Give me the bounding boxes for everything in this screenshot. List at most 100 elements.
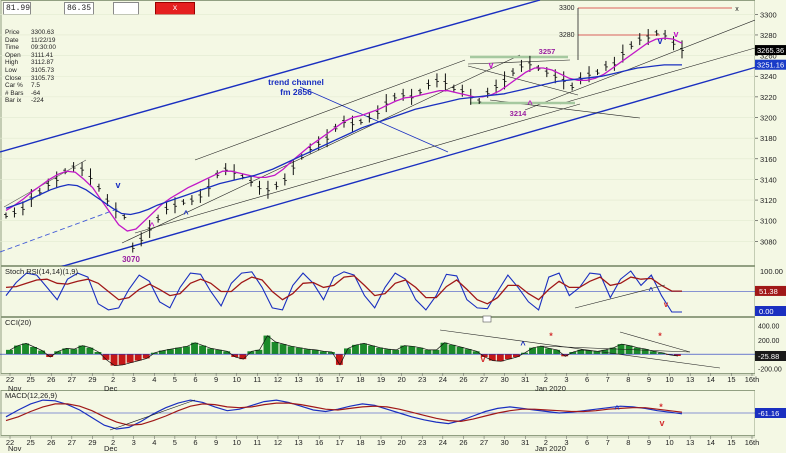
cci-bar bbox=[295, 347, 303, 355]
signal-arrow: v bbox=[673, 29, 678, 39]
price-tick-label: 3100 bbox=[760, 217, 777, 226]
x-tick-label: 29 bbox=[88, 438, 96, 447]
data-window-value: 3112.87 bbox=[31, 59, 54, 67]
data-window-value: 3105.73 bbox=[31, 66, 55, 74]
x-tick-label: 7 bbox=[606, 375, 610, 384]
x-tick-label: 11 bbox=[253, 438, 261, 447]
cci-bar bbox=[408, 346, 416, 355]
cci-bar bbox=[384, 349, 392, 355]
cci-bar bbox=[400, 345, 408, 355]
cci-bar bbox=[30, 347, 37, 355]
cci-bar bbox=[593, 351, 601, 355]
x-tick-label: 22 bbox=[6, 375, 14, 384]
annotation-pointer-line bbox=[299, 86, 449, 153]
cci-bar bbox=[110, 354, 118, 366]
x-tick-label: 8 bbox=[626, 375, 630, 384]
cci-bar bbox=[231, 354, 239, 357]
cci-bar bbox=[215, 349, 223, 355]
long-ma-line bbox=[5, 64, 682, 216]
price-tick-label: 3300 bbox=[760, 10, 777, 19]
x-tick-label: 25 bbox=[26, 438, 34, 447]
data-window-key: Close bbox=[5, 74, 22, 82]
cci-bar bbox=[303, 349, 311, 355]
stoch-value-text: 0.00 bbox=[759, 307, 774, 316]
cci-title: CCI(20) bbox=[5, 318, 32, 327]
cci-bar bbox=[158, 350, 166, 355]
cci-bar bbox=[191, 342, 198, 355]
stoch-slow-line bbox=[5, 275, 682, 305]
stoch-trendline bbox=[574, 284, 666, 309]
x-tick-label: 4 bbox=[152, 375, 156, 384]
x-tick-label: 31 bbox=[521, 438, 529, 447]
data-window-key: Low bbox=[5, 66, 17, 74]
cci-bar bbox=[513, 354, 520, 357]
price-label-text: 3265.36 bbox=[757, 46, 784, 55]
cci-bar bbox=[263, 335, 271, 355]
close-marker: x bbox=[735, 6, 739, 13]
price-tick-label: 3260 bbox=[760, 52, 777, 61]
x-tick-label: 10 bbox=[665, 375, 673, 384]
x-tick-label: 9 bbox=[214, 438, 218, 447]
cci-bar bbox=[416, 347, 424, 355]
x-tick-label: 26 bbox=[459, 375, 467, 384]
x-tick-label: 11 bbox=[253, 375, 261, 384]
cci-bar bbox=[561, 354, 569, 357]
data-window-value: -64 bbox=[31, 89, 41, 97]
cci-bar bbox=[368, 345, 375, 355]
cci-value-text: -25.88 bbox=[758, 352, 779, 361]
data-window-row: # Bars -64 bbox=[5, 90, 56, 98]
x-tick-label: 5 bbox=[173, 438, 177, 447]
data-window-row: Bar ix -224 bbox=[5, 97, 56, 105]
data-window-row: Car % 7.5 bbox=[5, 82, 56, 90]
cci-bar bbox=[62, 348, 70, 355]
cci-marker: ^ bbox=[520, 340, 526, 350]
x-tick-label: 15 bbox=[727, 438, 735, 447]
x-tick-label: 27 bbox=[480, 375, 488, 384]
x-tick-label: 3 bbox=[132, 375, 136, 384]
price-tick-label: 3140 bbox=[760, 175, 777, 184]
toolbar-field-2[interactable]: 86.35 bbox=[64, 2, 94, 15]
cci-bar bbox=[38, 350, 46, 355]
right-axis: 3080 3100 3120 3140 3160 3180 3200 3220 3240 3260… bbox=[755, 10, 786, 418]
price-label-box bbox=[755, 45, 786, 56]
cci-bar bbox=[223, 351, 231, 355]
panel-frame bbox=[0, 0, 756, 266]
x-tick-label: 26 bbox=[47, 375, 55, 384]
x-tick-label: 9 bbox=[647, 438, 651, 447]
cci-bar bbox=[545, 348, 553, 355]
level-3280-label: 3280 bbox=[559, 32, 575, 39]
level-3300-label: 3300 bbox=[559, 5, 575, 12]
cci-bar bbox=[424, 349, 432, 355]
cci-bar bbox=[641, 349, 649, 355]
cci-bar bbox=[46, 354, 54, 357]
x-tick-label: 27 bbox=[68, 375, 76, 384]
cci-tick-label: 200.00 bbox=[758, 338, 780, 345]
stoch-arrow: ^ bbox=[649, 286, 654, 295]
signal-arrow: ^ bbox=[149, 221, 155, 231]
data-window-row: Time 09:30:00 bbox=[5, 44, 56, 52]
cci-tick-label: -200.00 bbox=[758, 366, 782, 373]
trendline bbox=[194, 59, 466, 161]
macd-title: MACD(12,26,9) bbox=[5, 391, 58, 400]
cci-bar bbox=[633, 347, 641, 355]
x-tick-label: 2 bbox=[111, 375, 115, 384]
cci-bar bbox=[207, 348, 215, 355]
signal-arrow: v bbox=[488, 60, 493, 70]
macd-line bbox=[5, 399, 683, 430]
x-tick-label: 3 bbox=[564, 375, 568, 384]
x-tick-label: 2 bbox=[544, 375, 548, 384]
x-tick-label: 8 bbox=[626, 438, 630, 447]
data-window-row: Price 3300.63 bbox=[5, 29, 56, 37]
x-month-label: Nov bbox=[8, 384, 22, 393]
lower-channel-line bbox=[60, 66, 755, 266]
data-window-key: Open bbox=[5, 51, 21, 59]
x-tick-label: 14 bbox=[707, 438, 715, 447]
price-panel: v ^ ^ v ^ v v bbox=[0, 0, 755, 266]
x-tick-label: 13 bbox=[294, 375, 302, 384]
cci-bar bbox=[448, 344, 456, 355]
cci-trendline bbox=[439, 329, 721, 369]
cci-bar bbox=[585, 350, 593, 355]
cci-panel: CCI(20) v ^ * * bbox=[0, 318, 755, 369]
